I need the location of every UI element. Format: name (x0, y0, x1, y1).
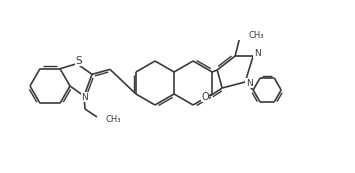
Text: CH₃: CH₃ (105, 115, 120, 124)
Text: O: O (201, 92, 209, 102)
Text: N: N (82, 93, 88, 102)
Text: N: N (254, 48, 261, 57)
Text: N: N (246, 79, 252, 88)
Text: S: S (76, 56, 82, 66)
Text: CH₃: CH₃ (248, 31, 264, 40)
